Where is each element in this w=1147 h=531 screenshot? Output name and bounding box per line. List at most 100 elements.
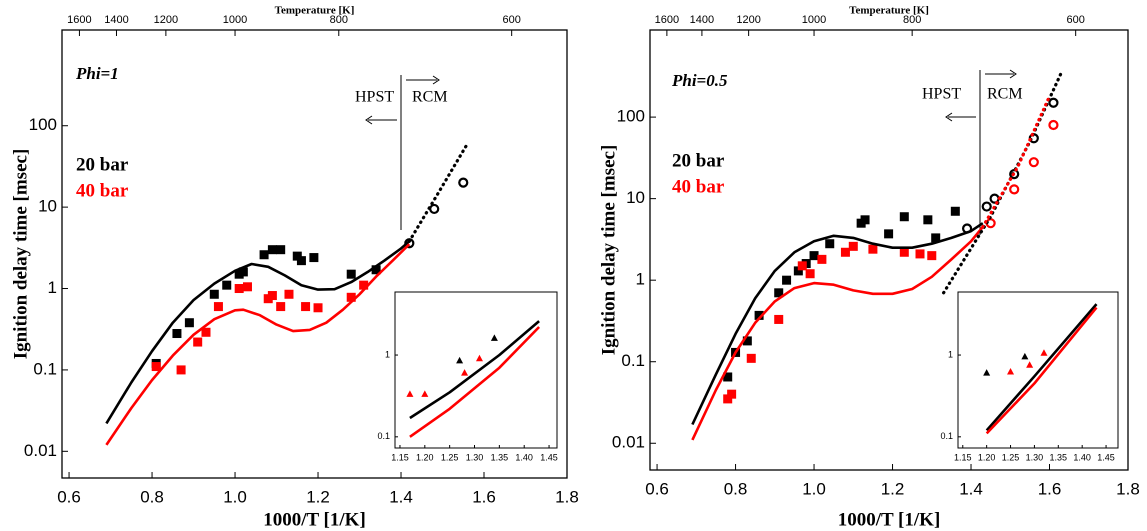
- x-tick-label: 1.6: [1038, 479, 1062, 498]
- y-axis-label: Ignition delay time [msec]: [10, 149, 31, 360]
- data-point: [927, 251, 937, 261]
- data-point: [754, 310, 764, 320]
- annotation: RCM: [987, 86, 1023, 103]
- data-point: [475, 354, 483, 362]
- x-tick-label: 1.20: [416, 452, 434, 462]
- x2-tick-label: 600: [1066, 14, 1084, 26]
- legend-entry: 20 bar: [672, 150, 725, 171]
- x2-tick-label: 1000: [223, 14, 247, 26]
- data-point: [805, 269, 815, 279]
- x-tick-label: 1.4: [389, 487, 413, 506]
- data-point: [899, 212, 909, 222]
- data-point: [983, 369, 991, 376]
- y-tick-label: 10: [626, 188, 645, 207]
- y-tick-label: 0.1: [621, 351, 645, 370]
- x-tick-label: 1.0: [223, 487, 247, 506]
- data-point: [1026, 361, 1034, 368]
- data-point: [723, 372, 733, 382]
- x-tick-label: 1.15: [954, 452, 972, 462]
- data-point: [797, 261, 807, 271]
- data-point: [458, 177, 469, 188]
- data-point: [456, 356, 464, 364]
- x-tick-label: 1.8: [555, 487, 579, 506]
- x-tick-label: 1.0: [802, 479, 826, 498]
- data-point: [1021, 352, 1029, 360]
- x2-tick-label: 600: [502, 14, 520, 26]
- data-point: [809, 251, 819, 261]
- data-point: [825, 239, 835, 249]
- data-point: [1048, 97, 1059, 108]
- data-point: [840, 247, 850, 257]
- x-tick-label: 1.35: [491, 452, 509, 462]
- inset-frame: [957, 291, 1119, 449]
- data-point: [1009, 184, 1020, 195]
- x-tick-label: 1.2: [881, 479, 905, 498]
- x-tick-label: 1.35: [1050, 452, 1068, 462]
- x-tick-label: 0.8: [140, 487, 164, 506]
- x-tick-label: 1.20: [978, 452, 996, 462]
- arrow-head: [1009, 69, 1017, 79]
- data-point: [296, 256, 306, 266]
- x2-tick-label: 800: [903, 14, 921, 26]
- data-point: [774, 314, 784, 324]
- dotted-curve: [981, 94, 1052, 229]
- divider-left: [365, 75, 440, 230]
- y-tick-label: 1: [385, 349, 390, 359]
- model-curve: [985, 306, 1098, 435]
- x-tick-label: 1.4: [959, 479, 983, 498]
- x2-tick-label: 1000: [802, 14, 826, 26]
- model-curve: [409, 326, 541, 438]
- x2-tick-label: 1600: [67, 14, 91, 26]
- data-point: [242, 282, 252, 292]
- data-point: [222, 280, 232, 290]
- y-tick-label: 10: [38, 197, 57, 216]
- data-point: [359, 280, 369, 290]
- data-point: [981, 201, 992, 212]
- data-point: [931, 233, 941, 243]
- data-point: [1040, 349, 1048, 356]
- y-tick-label: 1: [636, 270, 645, 289]
- data-point: [899, 247, 909, 257]
- data-point: [184, 318, 194, 328]
- x-tick-label: 1.30: [466, 452, 484, 462]
- annotation: HPST: [355, 89, 394, 106]
- y-tick-label: 0.01: [24, 441, 57, 460]
- legend-entry: 40 bar: [76, 180, 129, 201]
- data-point: [782, 275, 792, 285]
- data-point: [742, 336, 752, 346]
- annotation: Phi=0.5: [671, 71, 728, 90]
- legend-entry: 20 bar: [76, 154, 129, 175]
- y-tick-label: 0.1: [940, 431, 953, 441]
- model-curve: [985, 303, 1098, 432]
- x2-tick-label: 1200: [736, 14, 760, 26]
- data-point: [723, 394, 733, 404]
- x2-tick-label: 1600: [655, 14, 679, 26]
- data-point: [817, 254, 827, 264]
- x-tick-label: 1.40: [1073, 452, 1091, 462]
- arrow-head: [432, 75, 440, 85]
- arrow-head: [945, 112, 953, 122]
- x2-tick-label: 1400: [104, 14, 128, 26]
- data-point: [176, 365, 186, 375]
- data-point: [848, 241, 858, 251]
- data-point: [259, 250, 269, 260]
- model-curve: [409, 320, 540, 420]
- arrow-head: [365, 115, 373, 125]
- x-tick-label: 0.6: [57, 487, 81, 506]
- data-point: [950, 206, 960, 216]
- x-tick-label: 1.40: [515, 452, 533, 462]
- x-tick-label: 0.8: [724, 479, 748, 498]
- x-tick-label: 1.15: [391, 452, 409, 462]
- y-tick-label: 0.1: [377, 431, 390, 441]
- data-point: [915, 249, 925, 259]
- y-tick-label: 100: [617, 107, 645, 126]
- data-point: [868, 244, 878, 254]
- x2-tick-label: 1200: [154, 14, 178, 26]
- y-axis-label: Ignition delay time [msec]: [598, 145, 619, 356]
- inset-frame: [394, 291, 558, 449]
- divider-right: [945, 69, 1017, 235]
- data-point: [1048, 119, 1059, 131]
- model-curve: [105, 240, 411, 425]
